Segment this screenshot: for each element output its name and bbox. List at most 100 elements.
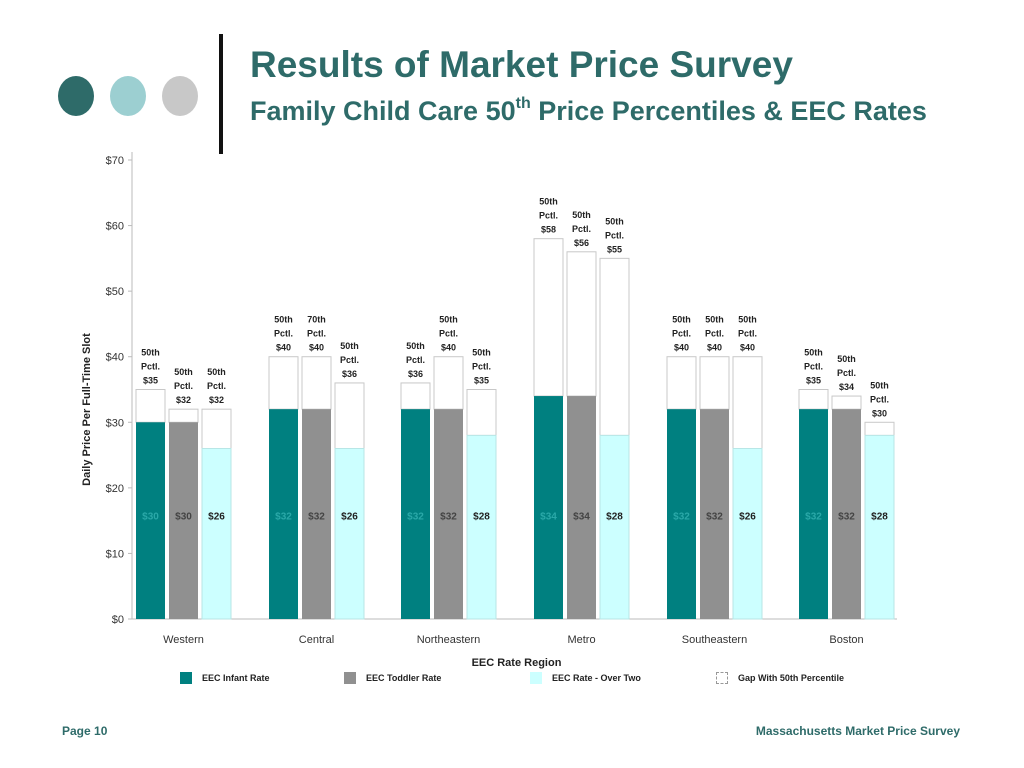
rate-bar — [732, 448, 763, 620]
percentile-data-label: 50th — [340, 341, 359, 351]
percentile-data-label: $40 — [740, 343, 755, 353]
x-category-label: Boston — [829, 634, 863, 646]
rate-bar — [401, 409, 430, 619]
rate-data-label: $32 — [838, 511, 855, 522]
gap-bar — [334, 382, 365, 450]
percentile-data-label: 50th — [605, 216, 624, 226]
legend-item-infant: EEC Infant Rate — [180, 672, 270, 684]
rate-bar — [599, 434, 630, 620]
rate-bar — [302, 409, 331, 619]
percentile-data-label: 50th — [672, 315, 691, 325]
percentile-data-label: Pctl. — [141, 362, 160, 372]
dark-teal-dot — [58, 76, 94, 116]
percentile-data-label: 50th — [804, 348, 823, 358]
gap-bar — [699, 356, 730, 410]
gap-bar — [599, 257, 630, 436]
y-tick-label: $10 — [106, 548, 124, 560]
percentile-data-label: Pctl. — [605, 230, 624, 240]
percentile-data-label: $40 — [276, 343, 291, 353]
percentile-data-label: $55 — [607, 244, 622, 254]
page-title: Results of Market Price Survey — [250, 44, 793, 85]
gap-bar — [268, 356, 299, 410]
percentile-data-label: $40 — [441, 343, 456, 353]
percentile-data-label: $40 — [707, 343, 722, 353]
percentile-data-label: $35 — [806, 376, 821, 386]
gap-bar — [168, 408, 199, 423]
rate-bar — [700, 409, 729, 619]
percentile-data-label: 50th — [738, 315, 757, 325]
gap-bar — [798, 389, 829, 410]
y-tick-label: $50 — [106, 286, 124, 298]
percentile-data-label: 50th — [572, 210, 591, 220]
rate-bar — [269, 409, 298, 619]
gap-bar — [533, 238, 564, 397]
gap-bar — [135, 389, 166, 423]
x-category-label: Northeastern — [417, 634, 481, 646]
percentile-data-label: Pctl. — [572, 224, 591, 234]
rate-bar — [334, 448, 365, 620]
gap-bar — [566, 251, 597, 397]
rate-data-label: $32 — [706, 511, 723, 522]
gray-dot — [162, 76, 198, 116]
rate-data-label: $32 — [673, 511, 690, 522]
rate-bar — [466, 434, 497, 620]
legend-swatch-over-two — [530, 672, 542, 684]
legend-item-toddler: EEC Toddler Rate — [344, 672, 441, 684]
market-price-chart: $0 $10 $20 $30 $40 $50 $60 $70 Daily Price Per F… — [81, 152, 897, 669]
y-tick-label: $60 — [106, 221, 124, 233]
chart-legend: EEC Infant Rate EEC Toddler Rate EEC Rat… — [0, 672, 1024, 690]
gap-bar — [433, 356, 464, 410]
y-tick-label: $20 — [106, 483, 124, 495]
rate-data-label: $28 — [473, 511, 490, 522]
subtitle-rest: Price Percentiles & EEC Rates — [530, 96, 927, 126]
percentile-data-label: Pctl. — [539, 211, 558, 221]
percentile-data-label: $56 — [574, 238, 589, 248]
percentile-data-label: Pctl. — [705, 329, 724, 339]
percentile-data-label: $32 — [209, 395, 224, 405]
legend-label-infant: EEC Infant Rate — [202, 673, 270, 683]
rate-data-label: $30 — [142, 511, 159, 522]
percentile-data-label: Pctl. — [672, 329, 691, 339]
percentile-data-label: $36 — [408, 369, 423, 379]
page-subtitle: Family Child Care 50th Price Percentiles… — [250, 95, 927, 127]
rate-bar — [169, 422, 198, 619]
percentile-data-label: Pctl. — [307, 329, 326, 339]
gap-bar — [201, 408, 232, 450]
rate-bar — [667, 409, 696, 619]
document-title: Massachusetts Market Price Survey — [755, 724, 960, 738]
rate-data-label: $28 — [606, 511, 623, 522]
percentile-data-label: $35 — [474, 376, 489, 386]
subtitle-main: Family Child Care 50 — [250, 96, 516, 126]
percentile-data-label: $40 — [309, 343, 324, 353]
percentile-data-label: 70th — [307, 315, 326, 325]
percentile-data-label: $34 — [839, 382, 854, 392]
percentile-data-label: $58 — [541, 225, 556, 235]
rate-data-label: $32 — [805, 511, 822, 522]
gap-bar — [400, 382, 431, 410]
y-axis-label: Daily Price Per Full-Time Slot — [81, 333, 93, 486]
legend-swatch-infant — [180, 672, 192, 684]
rate-bar — [136, 422, 165, 619]
percentile-data-label: $35 — [143, 376, 158, 386]
rate-bar — [799, 409, 828, 619]
rate-data-label: $28 — [871, 511, 888, 522]
y-tick-label: $40 — [106, 352, 124, 364]
legend-item-gap: Gap With 50th Percentile — [716, 672, 844, 684]
rate-data-label: $34 — [540, 511, 557, 522]
percentile-data-label: Pctl. — [274, 329, 293, 339]
percentile-data-label: 50th — [837, 354, 856, 364]
y-tick-label: $70 — [106, 155, 124, 167]
rate-data-label: $26 — [208, 511, 225, 522]
rate-data-label: $32 — [275, 511, 292, 522]
x-category-label: Central — [299, 634, 334, 646]
percentile-data-label: 50th — [870, 380, 889, 390]
rate-bar — [434, 409, 463, 619]
rate-data-label: $32 — [440, 511, 457, 522]
percentile-data-label: Pctl. — [738, 329, 757, 339]
gap-bar — [666, 356, 697, 410]
percentile-data-label: Pctl. — [837, 368, 856, 378]
legend-label-toddler: EEC Toddler Rate — [366, 673, 442, 683]
legend-swatch-toddler — [344, 672, 356, 684]
percentile-data-label: Pctl. — [870, 394, 889, 404]
percentile-data-label: 50th — [174, 367, 193, 377]
